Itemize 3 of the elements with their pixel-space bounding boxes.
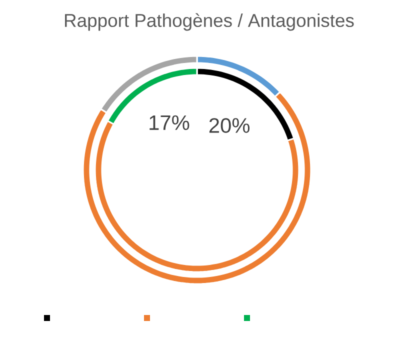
data-label: 20%	[209, 118, 250, 133]
chart-title: Rapport Pathogènes / Antagonistes	[65, 13, 354, 31]
data-label: 17%	[150, 115, 190, 130]
